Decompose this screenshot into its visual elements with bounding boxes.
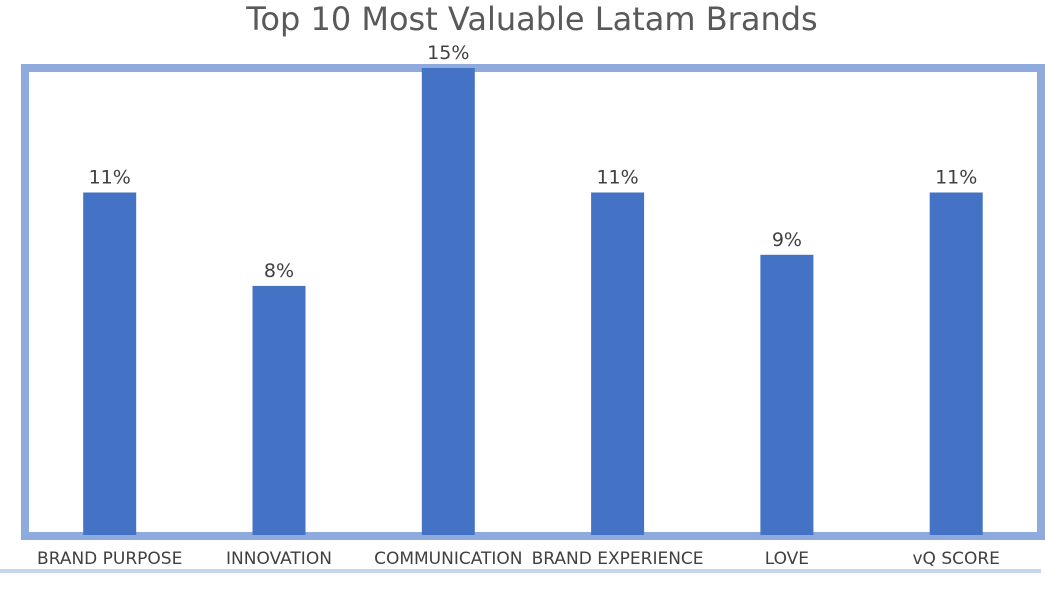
data-label: 11% [935, 167, 977, 189]
category-label: vQ SCORE [912, 549, 999, 569]
bar-love [760, 254, 814, 536]
bars [83, 68, 983, 536]
data-label: 15% [427, 42, 469, 64]
bar-brand-purpose [83, 192, 137, 535]
bar-communication [421, 68, 475, 535]
bar-vq-score [929, 192, 983, 535]
chart-title: Top 10 Most Valuable Latam Brands [245, 0, 817, 38]
bar-innovation [252, 285, 306, 535]
data-label: 11% [596, 167, 638, 189]
data-label: 11% [89, 167, 131, 189]
category-labels: BRAND PURPOSE INNOVATION COMMUNICATION BRAN… [37, 549, 1000, 569]
category-label: BRAND PURPOSE [37, 549, 182, 569]
data-label: 8% [264, 260, 294, 282]
bar-brand-experience [591, 192, 645, 535]
category-label: COMMUNICATION [374, 549, 522, 569]
plot-frame [21, 64, 1045, 540]
category-label: BRAND EXPERIENCE [532, 549, 704, 569]
category-label: INNOVATION [226, 549, 332, 569]
data-label: 9% [772, 229, 802, 251]
category-label: LOVE [765, 549, 809, 569]
data-labels: 11% 8% 15% 11% 9% 11% [89, 42, 978, 282]
